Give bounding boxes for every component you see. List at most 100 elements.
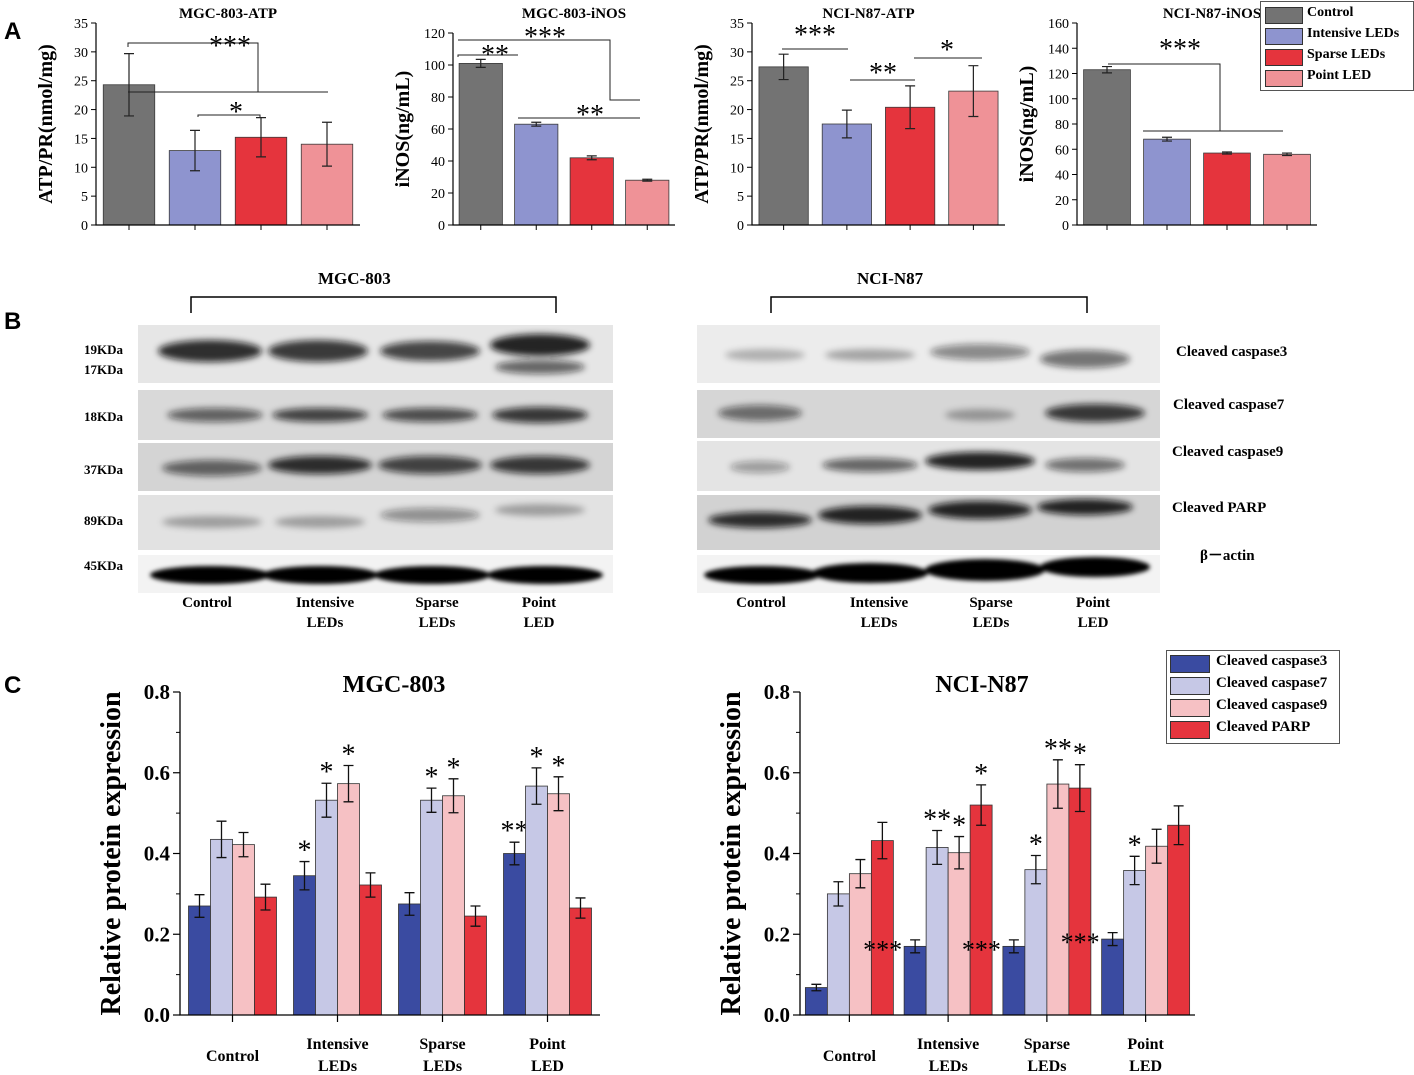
band <box>1045 404 1145 422</box>
band <box>928 501 1032 519</box>
band <box>380 508 480 522</box>
x-tick-label: Sparse <box>419 1036 465 1053</box>
error-bar <box>1222 151 1232 155</box>
chart-ncin87-protein: NCI-N87 Relative protein expression Contro… <box>716 672 1195 1075</box>
bar-4 <box>359 884 382 1016</box>
band-name-parp: Cleaved PARP <box>1172 500 1267 516</box>
error-bar <box>811 983 822 992</box>
legend-swatch-point <box>1265 70 1303 87</box>
band <box>492 407 588 423</box>
significance-mark: ** <box>1044 734 1072 765</box>
lane-label-ncin87-control: Control <box>736 595 786 611</box>
legend-a: Control Intensive LEDs Sparse LEDs Point… <box>1260 1 1414 91</box>
error-bar <box>1030 854 1041 885</box>
legend-swatch-c9 <box>1170 699 1210 717</box>
kda-label-37: 37KDa <box>84 462 123 477</box>
significance-mark: ** <box>501 816 529 847</box>
band <box>925 452 1035 470</box>
y-tick-label: 40 <box>1055 169 1069 184</box>
error-bar <box>968 65 979 118</box>
band <box>930 344 1030 360</box>
band <box>730 461 790 473</box>
x-tick-label: Point <box>1127 1036 1164 1053</box>
y-tick-label: 0.2 <box>144 922 170 946</box>
error-bar <box>1102 65 1112 74</box>
x-tick-label: Sparse <box>1024 1036 1070 1053</box>
chart-mgc803-atp: MGC-803-ATP ATP/PR(nmol/mg) 0 5 10 15 20 25 30 35… <box>35 6 360 234</box>
lane-label-mgc803-sparse: Sparse LEDs <box>415 595 459 631</box>
y-tick-label: 10 <box>730 161 744 176</box>
bar-1 <box>1101 938 1125 1016</box>
error-bar <box>238 831 249 858</box>
significance-mark: * <box>342 739 356 770</box>
bar-2 <box>821 123 872 226</box>
x-tick-label: Control <box>823 1048 877 1065</box>
bar-3 <box>232 844 255 1016</box>
significance-mark: *** <box>1159 34 1201 65</box>
y-tick-label: 0.8 <box>144 680 170 704</box>
band <box>945 409 1015 421</box>
chart-title: MGC-803 <box>343 672 446 698</box>
y-tick-label: 120 <box>424 27 445 42</box>
bar-4 <box>569 907 592 1016</box>
error-bar <box>932 829 943 866</box>
y-tick-label: 30 <box>730 46 744 61</box>
y-axis-label: Relative protein expression <box>96 691 127 1015</box>
error-bar <box>448 778 459 814</box>
kda-label-45: 45KDa <box>84 558 123 573</box>
bar-4 <box>870 840 894 1016</box>
panel-letter-c: C <box>4 672 22 699</box>
band <box>725 349 805 361</box>
y-tick-label: 0.2 <box>764 922 790 946</box>
band <box>818 506 922 524</box>
band-actin <box>704 566 820 584</box>
x-tick-label: LEDs <box>318 1058 357 1075</box>
y-tick-label: 15 <box>74 132 88 147</box>
band <box>495 504 585 516</box>
legend-label-point: Point LED <box>1307 68 1372 83</box>
y-tick-label: 120 <box>1048 68 1069 83</box>
y-tick-label: 0.4 <box>144 842 171 866</box>
x-tick-label: Point <box>529 1036 566 1053</box>
legend-label-c7: Cleaved caspase7 <box>1216 675 1328 691</box>
legend-label-c3: Cleaved caspase3 <box>1216 653 1328 669</box>
x-tick-label: LEDs <box>423 1058 462 1075</box>
bar-1 <box>1083 69 1131 226</box>
error-bar <box>1173 805 1184 846</box>
bar-4 <box>254 896 277 1016</box>
band <box>275 516 365 528</box>
y-tick-label: 0 <box>1062 219 1069 234</box>
y-tick-label: 30 <box>74 46 88 61</box>
significance-mark: *** <box>794 20 836 51</box>
significance-mark: *** <box>962 935 1001 964</box>
error-bar <box>404 892 415 916</box>
band <box>272 408 368 422</box>
bar-2 <box>826 893 850 1016</box>
bar-3 <box>337 783 360 1016</box>
lane-label-ncin87-sparse: Sparse LEDs <box>969 595 1013 631</box>
y-tick-label: 5 <box>737 190 744 205</box>
y-tick-label: 0.8 <box>764 680 790 704</box>
error-bar <box>833 881 844 907</box>
legend-label-intensive: Intensive LEDs <box>1307 26 1400 41</box>
bar-2 <box>1143 138 1191 226</box>
legend-label-c9: Cleaved caspase9 <box>1216 697 1328 713</box>
bar-4 <box>625 179 670 226</box>
y-tick-label: 25 <box>74 75 88 90</box>
error-bar <box>322 121 332 167</box>
legend-label-parp: Cleaved PARP <box>1216 719 1311 735</box>
bar-3 <box>1145 845 1169 1016</box>
bar-2 <box>1024 869 1048 1016</box>
band <box>825 349 915 361</box>
chart-title: NCI-N87-iNOS <box>1163 6 1261 22</box>
error-bar <box>976 784 987 826</box>
chart-title: NCI-N87-ATP <box>822 6 914 22</box>
significance-mark: * <box>952 811 966 842</box>
significance-mark: * <box>447 753 461 784</box>
error-bar <box>1162 136 1172 142</box>
y-axis-label: Relative protein expression <box>716 691 747 1015</box>
error-bar <box>256 117 266 158</box>
error-bar <box>531 767 542 805</box>
y-tick-label: 25 <box>730 75 744 90</box>
error-bar <box>642 178 653 182</box>
